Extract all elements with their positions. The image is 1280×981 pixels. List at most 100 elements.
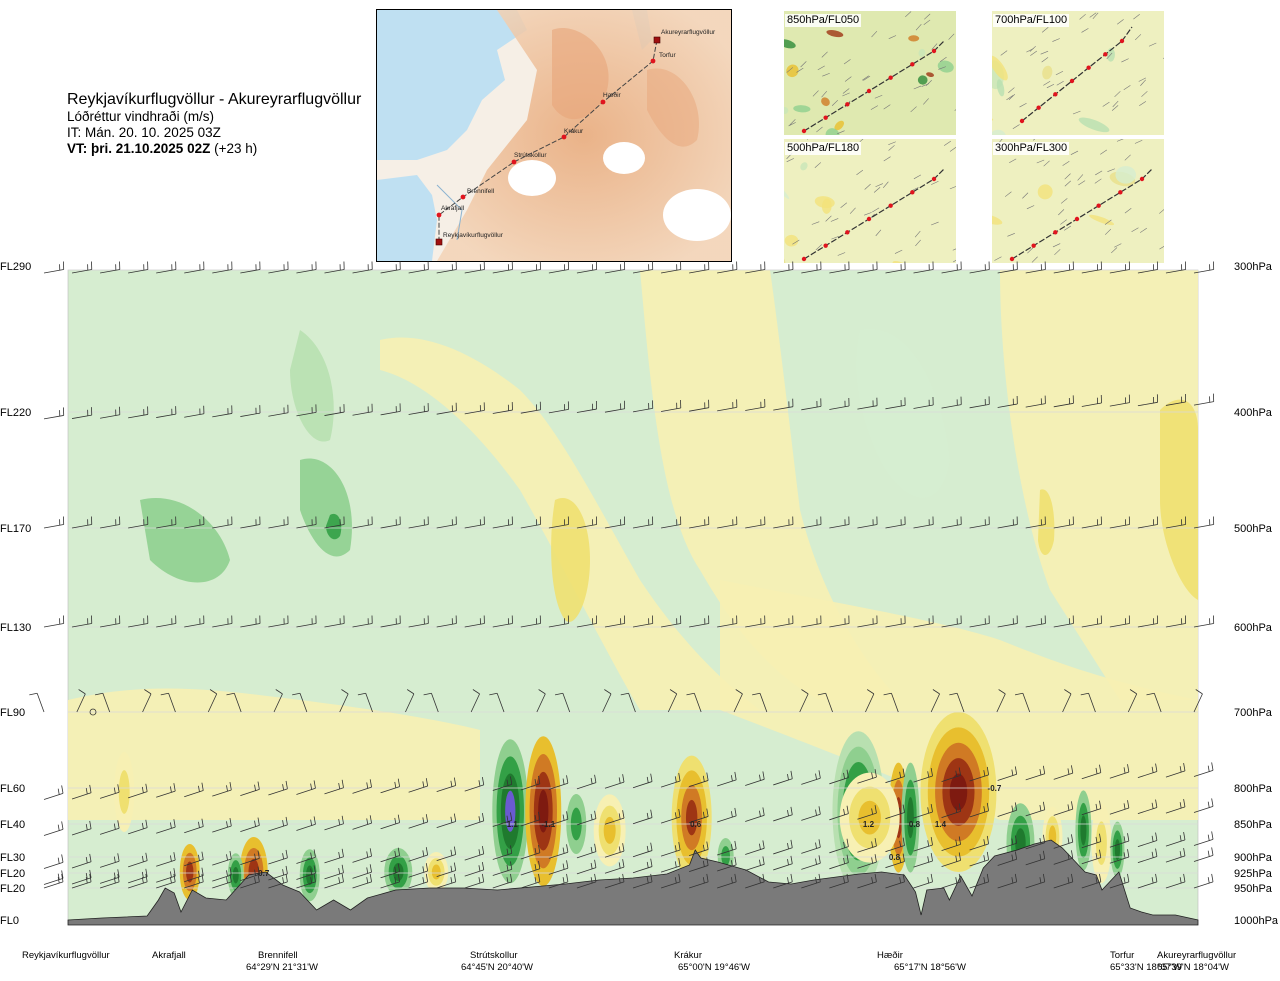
wind-barb-feather: [554, 692, 563, 696]
wind-barb-feather: [169, 786, 172, 793]
wind-barb-feather: [453, 777, 457, 786]
wind-barb-feather: [846, 873, 849, 882]
wind-barb: [184, 881, 204, 889]
wind-barb: [71, 877, 92, 885]
wind-barb-feather: [285, 780, 288, 789]
wind-barb: [885, 524, 906, 529]
wind-barb-feather: [706, 772, 709, 781]
wind-barb: [464, 820, 484, 828]
wind-barb-feather: [787, 810, 789, 817]
wind-barb-feather: [1183, 798, 1186, 807]
wind-barb-feather: [955, 839, 958, 846]
wind-barb-feather: [89, 873, 92, 882]
wind-barb: [997, 842, 1017, 850]
flight-level-label: FL30: [0, 852, 25, 864]
wind-barb: [296, 524, 317, 529]
wind-barb-feather: [674, 861, 677, 868]
wind-barb-feather: [1207, 765, 1210, 772]
wind-barb-feather: [341, 848, 344, 857]
wind-barb: [969, 524, 990, 529]
map-point-label: Krákur: [564, 128, 584, 135]
wind-barb-feather: [341, 815, 344, 824]
wind-barb-feather: [1099, 800, 1102, 809]
panel-route-point: [823, 243, 828, 248]
wind-barb: [745, 847, 765, 855]
wind-barb-feather: [734, 856, 737, 865]
wind-barb-feather: [313, 816, 316, 825]
wind-barb: [548, 851, 569, 859]
wind-barb-feather: [1155, 832, 1158, 841]
wind-barb-feather: [394, 866, 397, 873]
wind-barb: [1109, 269, 1130, 274]
wind-barb: [296, 881, 316, 889]
wind-barb: [660, 865, 681, 873]
wind-barb-feather: [650, 773, 653, 782]
panel-wind-barb: [814, 162, 822, 169]
wind-barb-feather: [338, 867, 341, 875]
station-label: Reykjavíkurflugvöllur: [22, 950, 110, 962]
vertical-motion-cell: [1095, 821, 1107, 866]
wind-barb-feather: [874, 838, 877, 847]
panel-route-point: [1009, 256, 1015, 262]
wind-barb-feather: [141, 822, 144, 829]
panel-wind-barb: [1123, 85, 1131, 91]
pressure-label: 850hPa: [1234, 819, 1273, 831]
wind-barb: [492, 819, 512, 827]
wind-barb-feather: [310, 877, 313, 884]
wind-barb-feather: [730, 860, 733, 867]
wind-barb: [773, 623, 794, 628]
level-panel-700: 700hPa/FL100: [992, 11, 1164, 135]
wind-barb-feather: [453, 846, 457, 855]
wind-barb: [71, 414, 92, 419]
panel-wind-barb: [849, 207, 856, 214]
wind-barb-feather: [169, 822, 172, 829]
wind-barb-feather: [730, 844, 733, 851]
wind-barb-feather: [85, 877, 88, 884]
wind-barb: [885, 269, 906, 274]
wind-barb-feather: [874, 873, 877, 882]
panel-wind-barb: [882, 181, 889, 189]
wind-barb-feather: [1211, 798, 1214, 807]
panel-route-point: [1118, 190, 1123, 195]
wind-barb: [941, 811, 961, 818]
wind-barb-feather: [198, 877, 200, 884]
wind-barb-feather: [341, 689, 349, 695]
wind-barb: [296, 623, 317, 628]
wind-barb-feather: [425, 814, 429, 823]
station-name: Strútskollur: [470, 950, 518, 961]
panel-route-point: [1119, 38, 1125, 44]
wind-barb-feather: [866, 689, 875, 695]
wind-barb-feather: [1127, 800, 1130, 809]
wind-barb-feather: [201, 851, 204, 860]
wind-barb: [168, 693, 176, 713]
wind-barb-feather: [169, 871, 172, 878]
wind-barb: [240, 789, 260, 796]
wind-barb-feather: [1014, 802, 1018, 811]
wind-barb: [941, 269, 962, 274]
wind-barb-feather: [481, 861, 485, 870]
panel-route-point: [1031, 243, 1036, 248]
pressure-label: 1000hPa: [1234, 915, 1279, 927]
wind-barb-feather: [538, 775, 541, 784]
wind-barb: [464, 869, 484, 877]
wind-barb: [100, 524, 120, 529]
panel-wind-barb: [1078, 180, 1086, 186]
wind-barb-feather: [1071, 873, 1074, 882]
wind-barb-feather: [983, 839, 986, 846]
terrain-profile: [67, 839, 1199, 926]
wind-barb: [801, 269, 822, 274]
station-name: Torfur: [1110, 950, 1135, 961]
vertical-motion-cell: [858, 800, 881, 835]
wind-barb-feather: [341, 864, 344, 873]
contour-band: [770, 270, 1198, 700]
wind-barb-feather: [902, 837, 905, 846]
wind-barb: [268, 788, 288, 796]
wind-barb-feather: [787, 877, 789, 884]
wind-barb-feather: [622, 859, 625, 868]
wind-barb-feather: [226, 854, 228, 861]
wind-barb: [1137, 807, 1158, 815]
wind-barb: [233, 693, 242, 713]
wind-barb-feather: [762, 873, 765, 882]
wind-barb: [773, 406, 794, 411]
wind-barb: [128, 623, 148, 628]
